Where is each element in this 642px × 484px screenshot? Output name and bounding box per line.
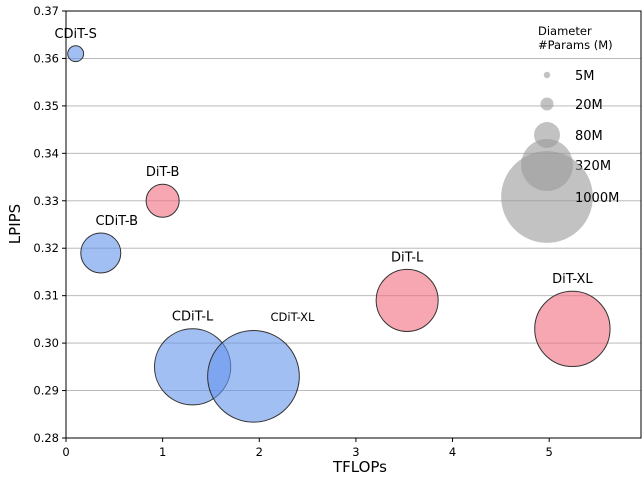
legend-entry-label: 5M xyxy=(575,69,595,84)
bubble-dit-xl xyxy=(534,290,611,368)
y-tick-label: 0.35 xyxy=(33,99,59,113)
bubble-cdit-s xyxy=(67,45,85,63)
legend-entry-label: 20M xyxy=(575,98,603,113)
y-tick-label: 0.32 xyxy=(33,241,59,255)
bubble-label: CDiT-L xyxy=(172,310,214,325)
legend-title-line1: Diameter xyxy=(538,24,592,38)
bubble-label: CDiT-B xyxy=(95,214,138,229)
legend-title-line2: #Params (M) xyxy=(538,38,613,52)
bubbles xyxy=(67,45,611,423)
y-tick-label: 0.31 xyxy=(33,289,59,303)
legend-swatch-1000m xyxy=(501,151,593,243)
legend-entry-label: 80M xyxy=(575,129,603,144)
bubble-label: CDiT-S xyxy=(54,27,96,42)
y-tick-label: 0.37 xyxy=(33,4,59,18)
x-tick-label: 5 xyxy=(546,445,553,459)
axes: 0.28 0.29 0.30 0.31 0.32 0.33 0.34 0.35 0.36 0.37… xyxy=(33,4,642,459)
legend-swatch-20m xyxy=(540,97,554,111)
bubble-label: DiT-L xyxy=(391,250,424,265)
y-tick-label: 0.28 xyxy=(33,431,59,445)
bubble-dit-b xyxy=(145,183,180,218)
bubble-label: CDiT-XL xyxy=(271,310,316,324)
x-tick-label: 1 xyxy=(159,445,166,459)
y-tick-label: 0.30 xyxy=(33,336,59,350)
x-tick-label: 3 xyxy=(352,445,359,459)
y-tick-label: 0.36 xyxy=(33,51,59,65)
bubble-label: DiT-B xyxy=(146,165,180,180)
bubble-cdit-b xyxy=(80,232,122,274)
y-tick-label: 0.33 xyxy=(33,194,59,208)
legend-swatch-5m xyxy=(543,71,551,79)
x-tick-label: 0 xyxy=(62,445,69,459)
legend-entry-label: 1000M xyxy=(575,191,619,206)
bubble-label: DiT-XL xyxy=(552,272,593,287)
bubble-cdit-xl xyxy=(207,329,300,423)
bubble-dit-l xyxy=(375,268,439,332)
x-axis-label: TFLOPs xyxy=(332,458,387,476)
plot-frame xyxy=(65,10,642,439)
x-tick-label: 4 xyxy=(449,445,456,459)
y-axis-label: LPIPS xyxy=(6,204,24,244)
y-tick-label: 0.29 xyxy=(33,384,59,398)
x-tick-label: 2 xyxy=(256,445,263,459)
y-tick-label: 0.34 xyxy=(33,146,59,160)
bubble-labels: CDiT-S CDiT-B DiT-B CDiT-L CDiT-XL DiT-L DiT-X… xyxy=(54,27,593,325)
